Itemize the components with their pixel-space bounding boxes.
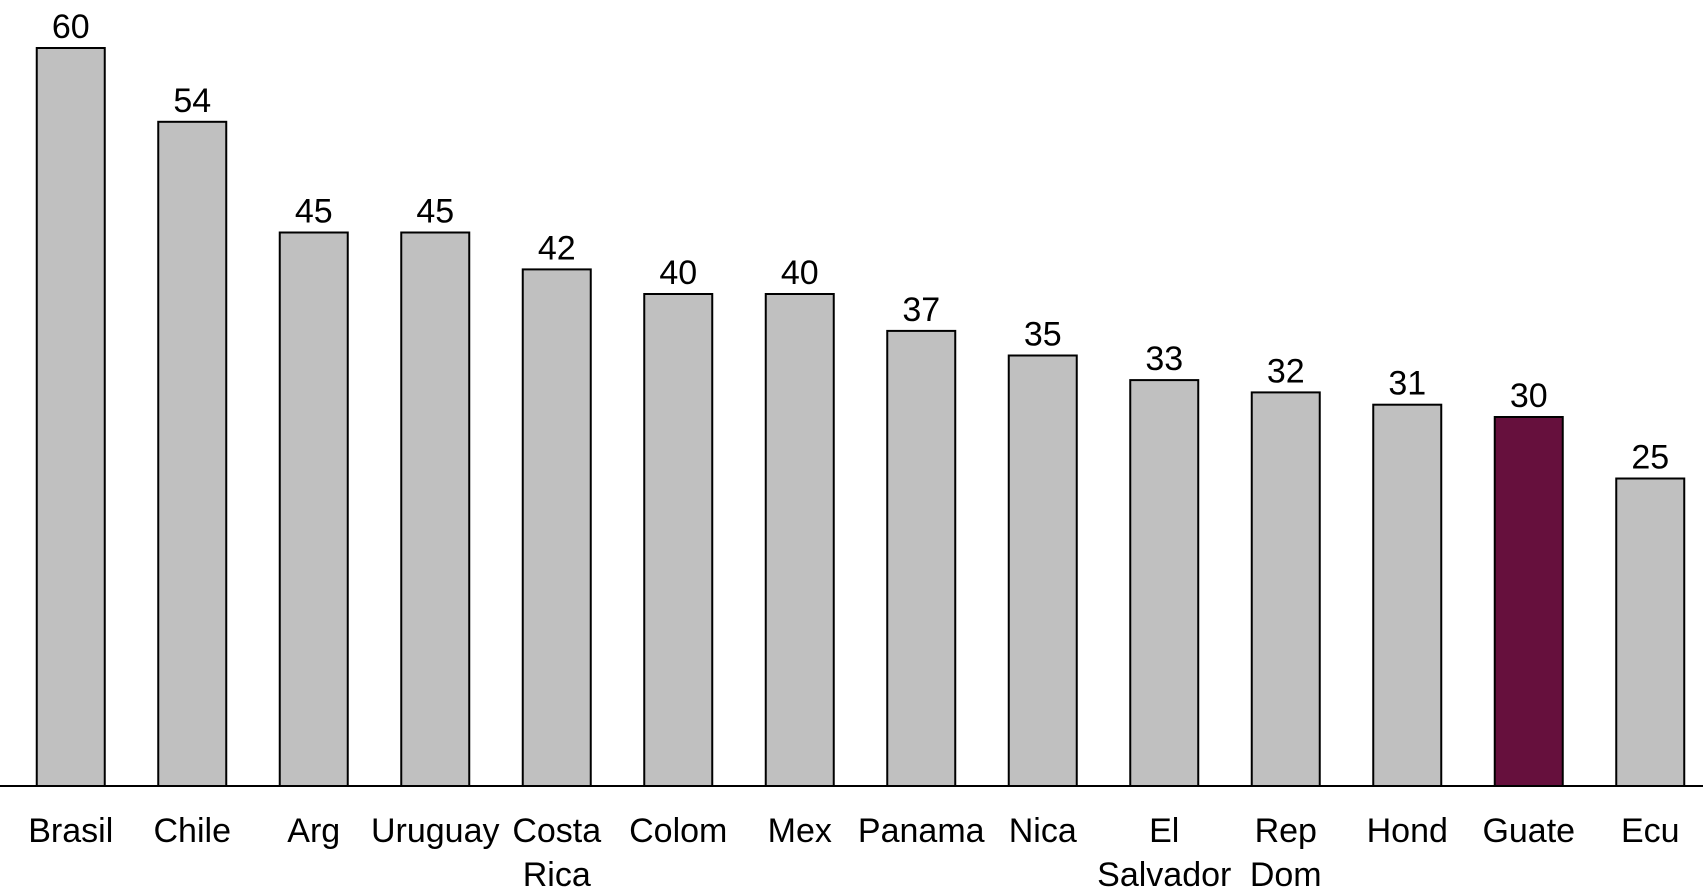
bar-11 [1372, 403, 1443, 787]
bar-5 [643, 293, 714, 787]
value-label-0: 60 [52, 8, 90, 46]
value-label-6: 40 [781, 254, 819, 292]
category-label-8: Nica [1009, 812, 1077, 850]
bar-2 [278, 231, 349, 787]
category-label-12: Guate [1482, 812, 1575, 850]
value-label-9: 33 [1145, 340, 1183, 378]
bars-group [35, 47, 1686, 788]
category-label-6: Mex [768, 812, 832, 850]
category-label-9-line-1: Salvador [1097, 856, 1231, 892]
category-label-10-line-0: Rep [1255, 812, 1317, 850]
bar-1 [157, 120, 228, 788]
bar-12 [1493, 416, 1564, 787]
value-label-11: 31 [1388, 365, 1426, 403]
bar-0 [35, 47, 106, 787]
bar-7 [886, 329, 957, 787]
value-label-8: 35 [1024, 316, 1062, 354]
category-label-4-line-1: Rica [523, 856, 591, 892]
category-label-0: Brasil [28, 812, 113, 850]
bar-13 [1615, 477, 1686, 787]
value-label-4: 42 [538, 229, 576, 267]
value-label-5: 40 [659, 254, 697, 292]
bar-10 [1250, 391, 1321, 787]
bar-9 [1129, 379, 1200, 787]
value-label-13: 25 [1631, 439, 1669, 477]
category-label-7: Panama [858, 812, 985, 850]
value-label-2: 45 [295, 193, 333, 231]
bar-6 [764, 293, 835, 787]
category-label-2: Arg [287, 812, 340, 850]
category-label-13: Ecu [1621, 812, 1680, 850]
value-label-3: 45 [416, 193, 454, 231]
category-labels-group: Brasil Chile Arg Uruguay Costa Rica Colom Mex Pa… [28, 812, 1679, 892]
bar-3 [400, 231, 471, 787]
category-label-5: Colom [629, 812, 727, 850]
category-label-1: Chile [154, 812, 231, 850]
value-label-12: 30 [1510, 377, 1548, 415]
category-label-4-line-0: Costa [512, 812, 601, 850]
category-label-11: Hond [1367, 812, 1448, 850]
value-labels-group: 60 54 45 45 42 40 40 37 35 33 32 31 30 25 [52, 8, 1669, 477]
bar-4 [521, 268, 592, 787]
bar-8 [1007, 354, 1078, 787]
category-label-3: Uruguay [371, 812, 500, 850]
value-label-1: 54 [173, 82, 211, 120]
category-label-10-line-1: Dom [1250, 856, 1322, 892]
value-label-7: 37 [902, 291, 940, 329]
value-label-10: 32 [1267, 352, 1305, 390]
category-label-9-line-0: El [1149, 812, 1179, 850]
